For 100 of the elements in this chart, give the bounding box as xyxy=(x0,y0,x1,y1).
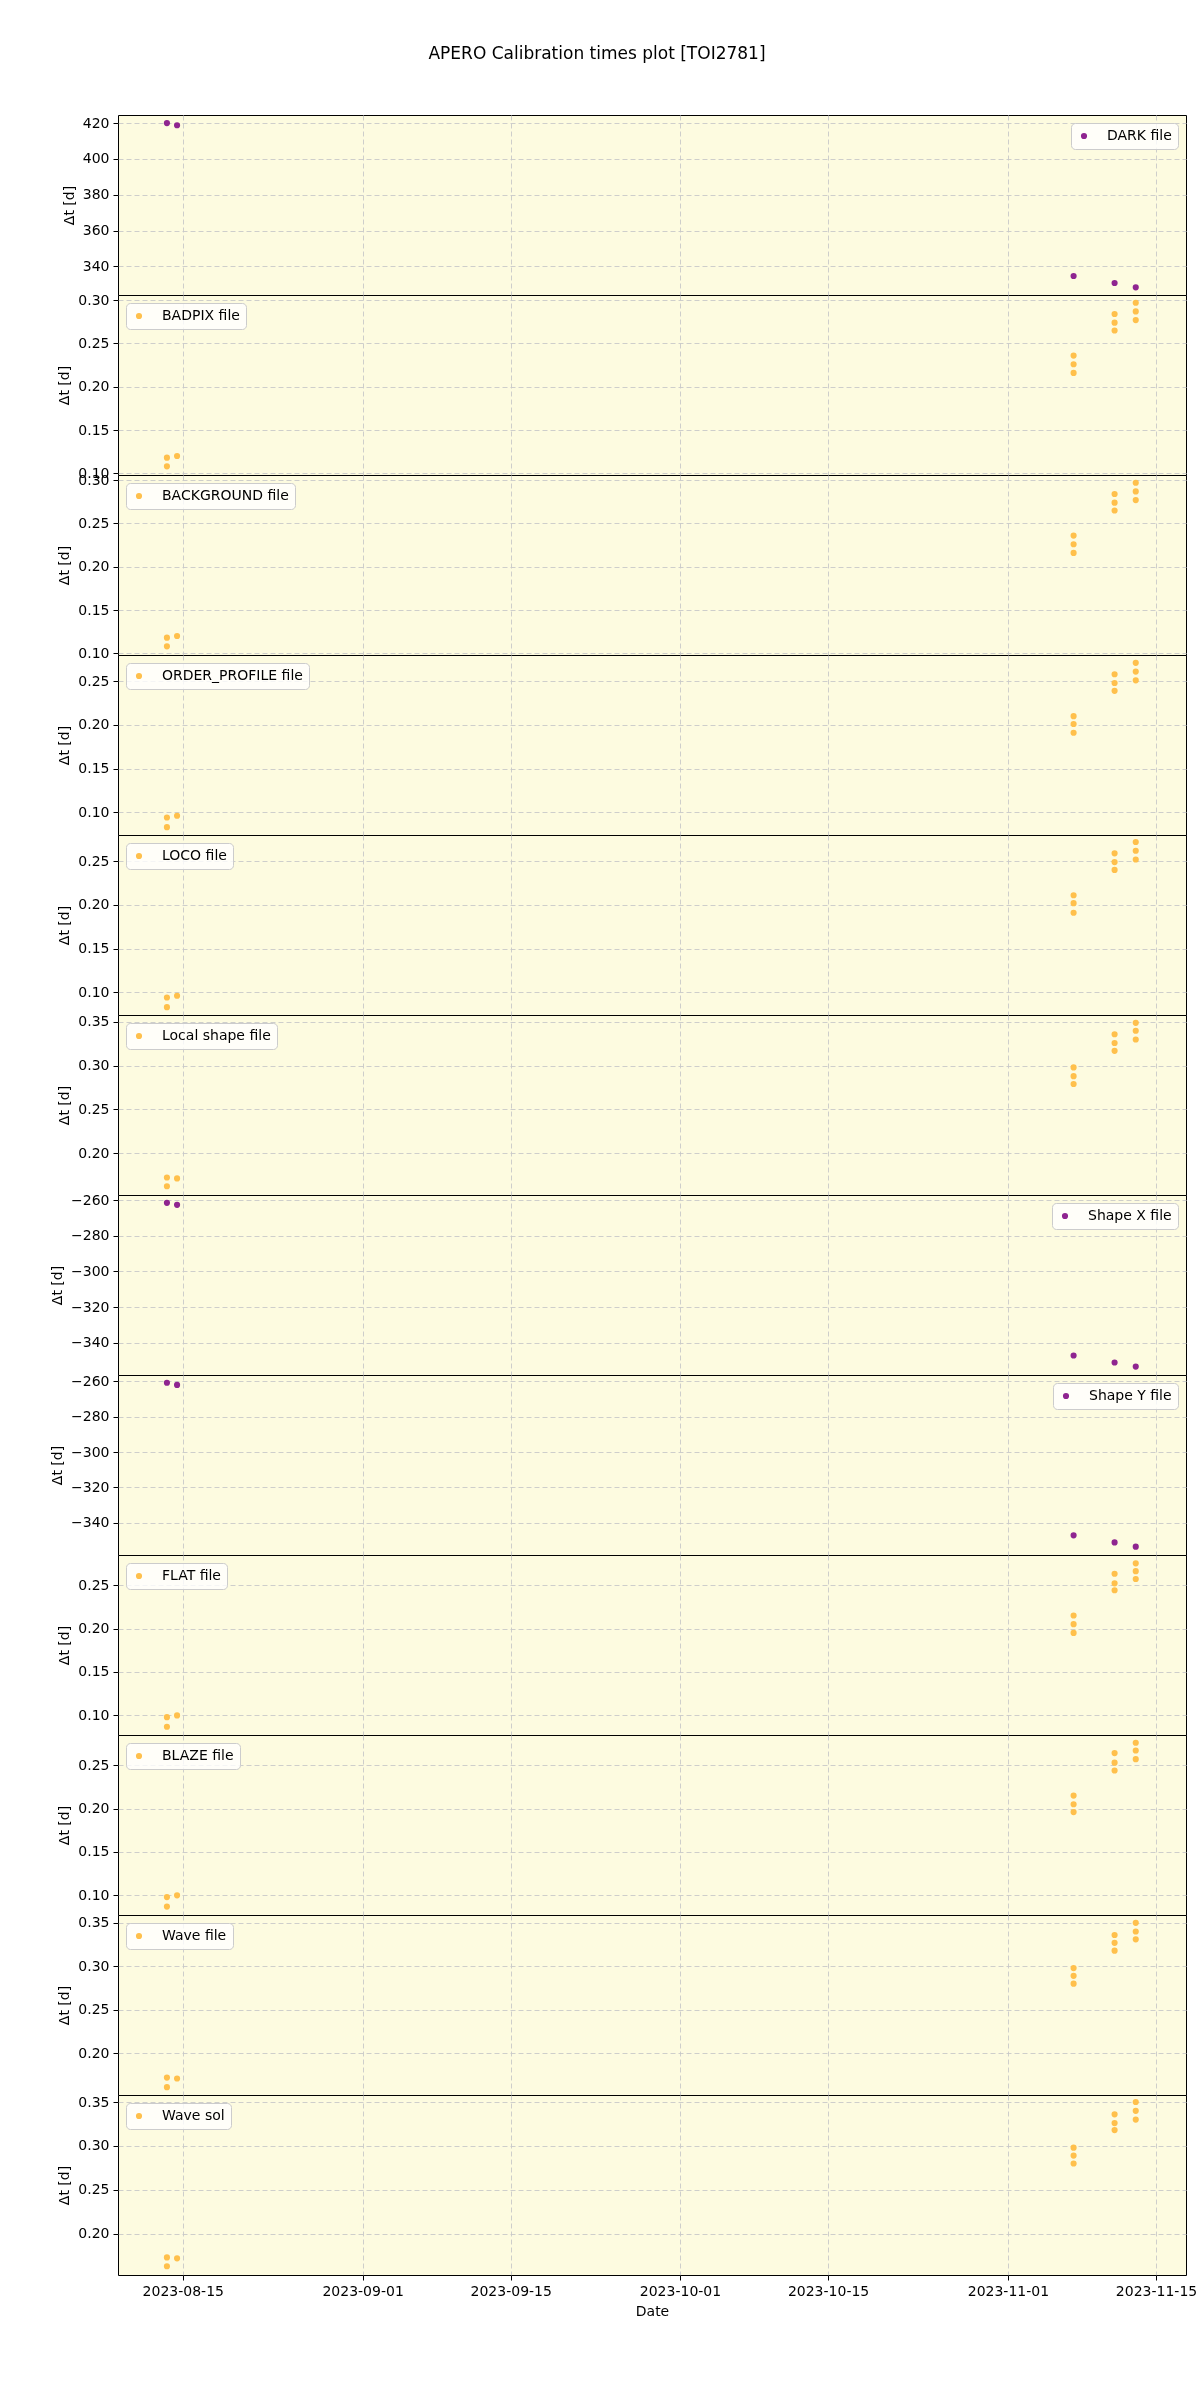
point xyxy=(1132,1363,1139,1370)
point xyxy=(1070,1792,1077,1799)
y-axis-title: Δt [d] xyxy=(56,2165,73,2206)
point xyxy=(1132,488,1139,495)
y-tick-label: 0.30 xyxy=(78,291,110,308)
y-tick-label: 0.20 xyxy=(78,558,110,575)
point xyxy=(1111,490,1118,498)
point xyxy=(1070,1080,1077,1088)
point xyxy=(1070,352,1077,359)
y-tick-label: 0.20 xyxy=(78,378,110,395)
point xyxy=(1070,720,1077,728)
point xyxy=(1070,2152,1077,2159)
point xyxy=(1132,659,1139,666)
y-tick-label: 0.25 xyxy=(78,514,110,531)
point xyxy=(1111,1939,1118,1946)
point xyxy=(1132,284,1139,291)
y-tick-label: 0.25 xyxy=(78,2001,110,2018)
legend-label: Shape X file xyxy=(1088,1207,1172,1223)
y-tick-label: 0.35 xyxy=(78,2093,110,2110)
point xyxy=(173,1712,181,1719)
legend-label: ORDER_PROFILE file xyxy=(162,667,303,683)
point xyxy=(1132,1747,1139,1754)
point xyxy=(1070,2144,1077,2151)
point xyxy=(1111,1039,1118,1047)
point xyxy=(1070,900,1077,907)
point xyxy=(1111,2127,1118,2134)
point xyxy=(173,1892,181,1899)
legend-label: FLAT file xyxy=(162,1567,221,1583)
y-tick-label: 0.25 xyxy=(78,334,110,351)
point xyxy=(1111,1580,1118,1587)
y-tick-label: 0.20 xyxy=(78,2225,110,2242)
point xyxy=(163,2074,171,2081)
point xyxy=(163,824,171,831)
y-axis-title: Δt [d] xyxy=(56,725,73,766)
point xyxy=(1111,1931,1118,1939)
point xyxy=(1111,687,1118,694)
point xyxy=(163,1174,171,1181)
y-tick-label: 0.30 xyxy=(78,1057,110,1074)
legend-label: LOCO file xyxy=(162,847,227,863)
point xyxy=(1132,1936,1139,1943)
y-axis-title: Δt [d] xyxy=(56,1985,73,2026)
point xyxy=(163,1183,171,1190)
y-tick-label: 0.20 xyxy=(78,716,110,733)
point xyxy=(1132,668,1139,675)
point xyxy=(173,812,181,819)
point xyxy=(1132,1739,1139,1746)
y-tick-label: −320 xyxy=(71,1298,110,1315)
y-tick-label: 0.10 xyxy=(78,983,110,1000)
point xyxy=(163,643,171,650)
y-tick-label: −320 xyxy=(71,1478,110,1495)
point xyxy=(1070,1532,1077,1539)
point xyxy=(1132,677,1139,684)
point xyxy=(1070,1801,1077,1808)
point xyxy=(163,634,171,641)
point xyxy=(163,1903,171,1910)
x-tick-label: 2023-10-01 xyxy=(639,2282,722,2299)
point xyxy=(163,2263,171,2270)
y-tick-label: 0.10 xyxy=(78,803,110,820)
x-tick-label: 2023-08-15 xyxy=(142,2282,224,2299)
y-tick-label: −300 xyxy=(71,1443,110,1460)
point xyxy=(1132,1928,1139,1935)
legend-label: Local shape file xyxy=(162,1027,271,1043)
y-axis-title: Δt [d] xyxy=(56,545,73,586)
point xyxy=(173,632,181,640)
point xyxy=(1070,713,1077,720)
y-tick-label: 0.10 xyxy=(78,1706,110,1723)
legend-label: DARK file xyxy=(1107,127,1172,143)
y-tick-label: 0.15 xyxy=(78,601,110,618)
y-tick-label: −280 xyxy=(71,1227,110,1244)
point xyxy=(1132,2107,1139,2114)
point xyxy=(1070,1612,1077,1619)
point xyxy=(1111,1759,1118,1766)
point xyxy=(173,122,181,129)
point xyxy=(1132,1575,1139,1583)
point xyxy=(1132,2098,1139,2106)
point xyxy=(1132,317,1139,324)
point xyxy=(1111,1947,1118,1954)
y-tick-label: 0.20 xyxy=(78,1620,110,1637)
y-tick-label: 0.15 xyxy=(78,1843,110,1860)
y-axis-title: Δt [d] xyxy=(56,365,73,406)
point xyxy=(163,994,171,1001)
point xyxy=(163,1714,171,1721)
point xyxy=(163,119,171,127)
point xyxy=(1111,499,1118,506)
point xyxy=(163,463,171,470)
point xyxy=(163,814,171,821)
y-tick-label: 0.10 xyxy=(78,644,110,661)
y-tick-label: 0.15 xyxy=(78,760,110,777)
point xyxy=(1132,838,1139,846)
y-tick-label: 0.20 xyxy=(78,1144,110,1161)
point xyxy=(163,1004,171,1011)
y-tick-label: 0.20 xyxy=(78,2044,110,2061)
x-tick-label: 2023-09-15 xyxy=(470,2282,552,2299)
legend-label: Wave sol xyxy=(162,2107,225,2123)
point xyxy=(1111,1047,1118,1054)
point xyxy=(1111,319,1118,326)
point xyxy=(1111,1359,1118,1366)
y-tick-label: −260 xyxy=(71,1372,110,1389)
point xyxy=(1132,1560,1139,1567)
point xyxy=(1111,1767,1118,1774)
